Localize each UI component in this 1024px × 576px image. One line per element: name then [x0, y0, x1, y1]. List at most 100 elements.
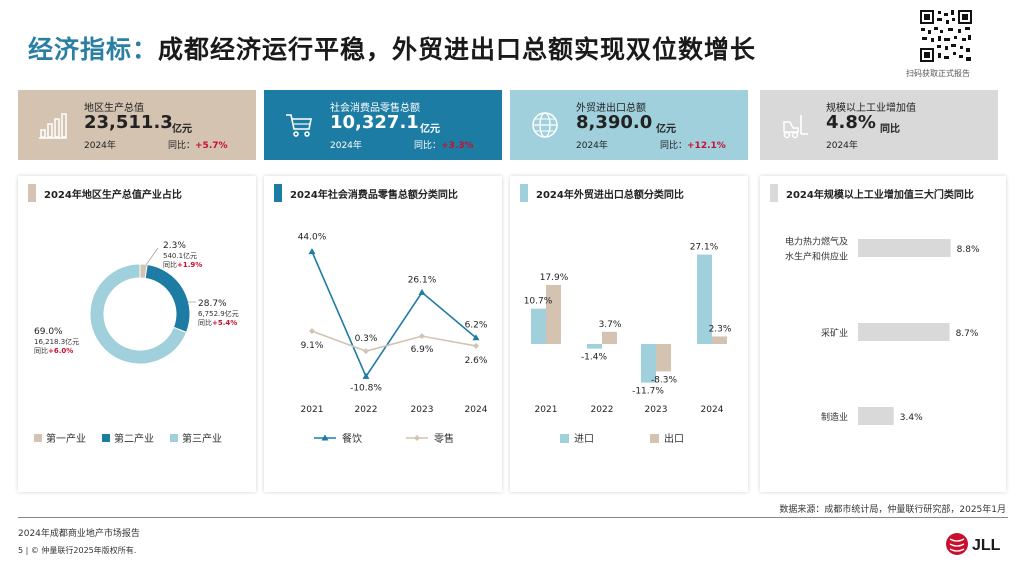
category-label: 电力热力燃气及 [785, 236, 848, 248]
qr-caption: 扫码获取正式报告 [906, 69, 970, 78]
qr-code[interactable] [918, 8, 974, 64]
kpi-yoy-value: +5.7% [195, 141, 228, 151]
kpi-year: 2024年 [576, 141, 608, 151]
panel-marker [28, 184, 36, 202]
bar-进口 [531, 308, 546, 344]
data-point [363, 348, 369, 355]
kpi-value: 10,327.1 [330, 112, 419, 133]
legend-label: 第三产业 [182, 432, 222, 445]
data-point [472, 334, 480, 341]
footer-divider [18, 517, 1008, 518]
legend-label: 第一产业 [46, 432, 86, 445]
data-label: 6.9% [411, 345, 434, 355]
category-label: 制造业 [821, 411, 848, 423]
data-label: 9.1% [301, 341, 324, 351]
panel-retail-yoy: 2024年社会消费品零售总额分类同比 44.0% -10.8% 26.1% 6.2% 9… [264, 176, 502, 492]
legend-label: 第二产业 [114, 432, 154, 445]
kpi-yoy: 同比：+3.3% [414, 138, 474, 151]
legend-swatch [34, 434, 42, 442]
panel-trade-yoy: 2024年外贸进出口总额分类同比 10.7% -1.4% -11.7% 27.1% 17… [510, 176, 748, 492]
kpi-label: 社会消费品零售总额 [330, 103, 420, 114]
title-lead: 经济指标： [28, 35, 159, 64]
x-tick-label: 2021 [535, 405, 558, 415]
panel-title: 2024年外贸进出口总额分类同比 [536, 190, 684, 201]
slice-yoy-label: 同比+5.4% [198, 318, 237, 327]
data-label: 0.3% [355, 334, 378, 344]
kpi-unit: 亿元 [656, 124, 676, 135]
globe-icon [532, 112, 558, 138]
legend-label: 餐饮 [342, 432, 362, 445]
data-point [473, 342, 479, 349]
slice-amount-label: 16,218.3亿元 [34, 337, 79, 346]
data-point [362, 372, 370, 379]
donut-slice [89, 263, 188, 365]
bar-出口 [602, 331, 617, 344]
bar [858, 407, 894, 425]
bar-进口 [587, 344, 602, 349]
kpi-yoy: 同比：+5.7% [168, 138, 228, 151]
data-label: 44.0% [298, 233, 327, 243]
series-line-餐饮 [311, 251, 477, 379]
donut-slice [144, 263, 191, 334]
bar [858, 323, 950, 341]
data-label: 3.4% [900, 413, 923, 423]
logo-text: JLL [972, 537, 1001, 554]
kpi-year: 2024年 [84, 141, 116, 151]
slice-pct-label: 2.3% [163, 241, 186, 251]
slice-pct-label: 28.7% [198, 299, 227, 309]
bar-出口 [546, 284, 561, 344]
data-label: -11.7% [632, 387, 664, 397]
kpi-label: 地区生产总值 [84, 103, 144, 114]
data-label: 27.1% [690, 243, 719, 253]
kpi-unit: 同比 [880, 124, 900, 135]
kpi-card-trade: 外贸进出口总额 8,390.0 亿元 2024年 同比：+12.1% [510, 90, 748, 160]
data-label: 8.8% [957, 245, 980, 255]
legend-label: 出口 [664, 432, 684, 445]
forklift-icon [783, 115, 808, 139]
kpi-card-industry: 规模以上工业增加值 4.8% 同比 2024年 [760, 90, 998, 160]
cart-icon [286, 114, 312, 137]
legend-label: 进口 [574, 433, 594, 445]
panel-marker [520, 184, 528, 202]
kpi-yoy-label: 同比： [660, 141, 688, 151]
data-point [418, 288, 426, 295]
kpi-value: 8,390.0 [576, 112, 653, 133]
leader-line [145, 247, 159, 266]
legend-swatch [650, 434, 659, 443]
data-label: 2.3% [709, 324, 732, 334]
x-tick-label: 2021 [301, 405, 324, 415]
legend-swatch [560, 434, 569, 443]
data-label: -1.4% [581, 353, 608, 363]
kpi-value: 23,511.3 [84, 112, 173, 133]
title-rest: 成都经济运行平稳，外贸进出口总额实现双位数增长 [158, 35, 757, 64]
kpi-unit: 亿元 [172, 124, 192, 135]
data-point [419, 333, 425, 340]
data-label: 3.7% [599, 320, 622, 330]
data-label: -8.3% [651, 375, 678, 385]
panel-gdp-structure: 2024年地区生产总值产业占比 2.3% 540.1亿元 同比+1.9% 28.7% 6… [18, 176, 256, 492]
kpi-year: 2024年 [826, 141, 858, 151]
kpi-card-retail: 社会消费品零售总额 10,327.1 亿元 2024年 同比：+3.3% [264, 90, 502, 160]
panel-title: 2024年地区生产总值产业占比 [44, 190, 182, 201]
bar-出口 [656, 344, 671, 372]
kpi-value: 4.8% [826, 112, 876, 133]
bar-进口 [641, 344, 656, 383]
legend-marker [321, 434, 329, 441]
data-label: -10.8% [350, 383, 382, 393]
slice-amount-label: 540.1亿元 [163, 251, 197, 260]
x-tick-label: 2022 [591, 405, 614, 415]
panel-marker [770, 184, 778, 202]
slice-pct-label: 69.0% [34, 327, 63, 337]
slice-yoy-label: 同比+6.0% [34, 346, 73, 355]
panel-title: 2024年社会消费品零售总额分类同比 [290, 190, 458, 201]
data-label: 17.9% [540, 273, 569, 283]
data-label: 8.7% [956, 329, 979, 339]
legend-swatch [170, 434, 178, 442]
x-tick-label: 2022 [355, 405, 378, 415]
panel-title: 2024年规模以上工业增加值三大门类同比 [786, 190, 974, 201]
kpi-label: 规模以上工业增加值 [826, 103, 916, 114]
kpi-yoy-label: 同比： [168, 141, 196, 151]
jll-logo: JLL [946, 533, 1001, 555]
